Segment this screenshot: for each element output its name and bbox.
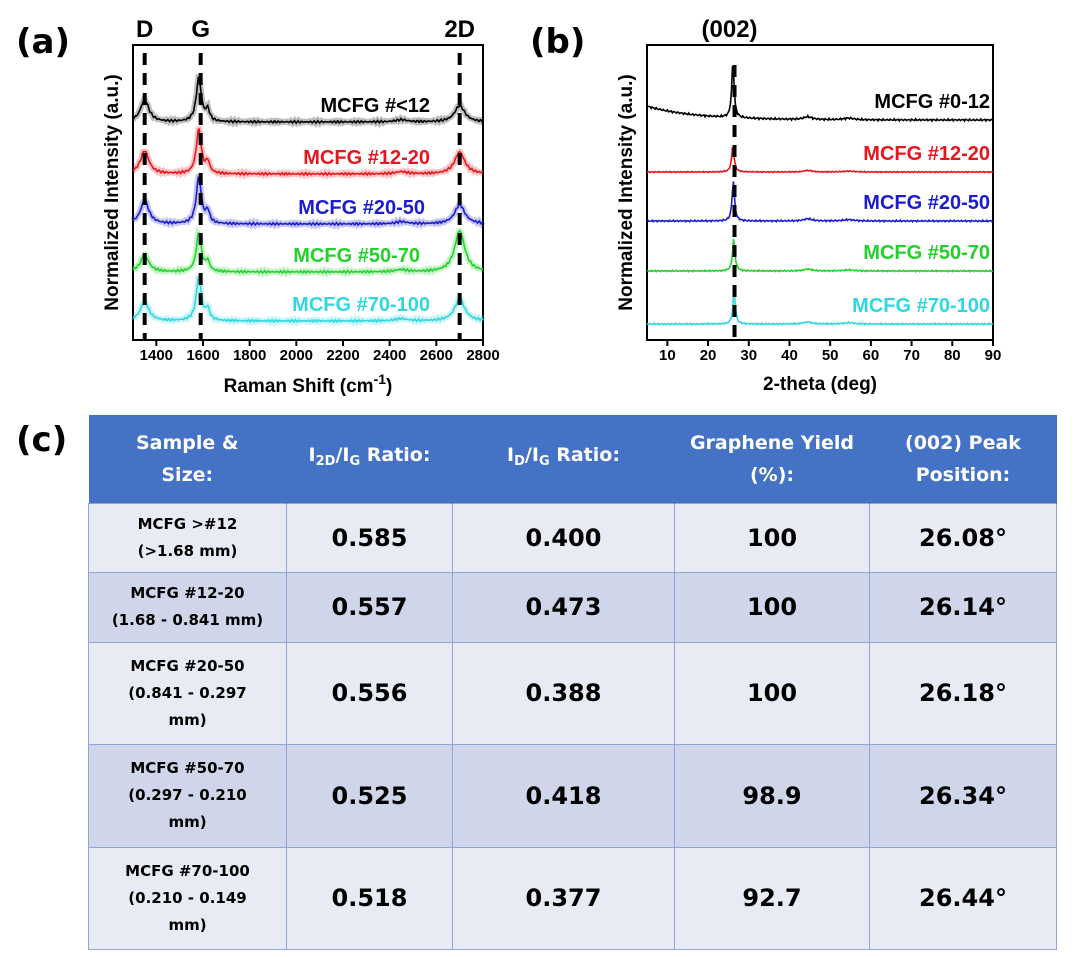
yield-cell: 100 <box>674 641 870 746</box>
table-row: MCFG >#12 (>1.68 mm) 0.585 0.400 100 26.0… <box>88 502 1057 574</box>
raman-x-axis-title-sup: -1 <box>374 371 387 387</box>
raman-series-label: MCFG #20-50 <box>298 197 425 219</box>
raman-peak-label: D <box>136 16 153 43</box>
header-sample: Sample & Size: <box>88 415 287 503</box>
sample-cell: MCFG #50-70 (0.297 - 0.210 mm) <box>88 744 287 848</box>
id-ig-cell: 0.400 <box>452 502 675 574</box>
xrd-x-axis-title: 2-theta (deg) <box>763 374 877 395</box>
raman-series-line <box>132 229 484 275</box>
i2d-ig-cell: 0.556 <box>286 641 453 746</box>
raman-series-line <box>132 76 484 125</box>
i2d-ig-cell: 0.525 <box>286 744 453 848</box>
raman-x-tick-label: 2800 <box>466 347 499 364</box>
table-row: MCFG #20-50 (0.841 - 0.297 mm) 0.556 0.388… <box>88 641 1057 746</box>
i2d-ig-cell: 0.557 <box>286 572 453 643</box>
raman-x-axis-title-end: ) <box>386 376 392 397</box>
xrd-x-tick-label: 30 <box>740 347 757 364</box>
raman-x-tick-label: 1400 <box>140 347 173 364</box>
raman-series-line <box>132 275 484 324</box>
i2d-ig-cell: 0.518 <box>286 846 453 950</box>
xrd-series-line <box>646 291 994 327</box>
xrd-series-line <box>646 146 994 174</box>
xrd-x-tick-label: 80 <box>944 347 961 364</box>
header-peak-position: (002) Peak Position: <box>869 415 1057 503</box>
panel-label-b: (b) <box>530 22 586 62</box>
sample-cell: MCFG #20-50 (0.841 - 0.297 mm) <box>88 641 287 746</box>
xrd-series-label: MCFG #50-70 <box>863 242 990 264</box>
xrd-series-label: MCFG #12-20 <box>863 143 990 165</box>
panel-label-a: (a) <box>16 22 71 62</box>
table-row: MCFG #50-70 (0.297 - 0.210 mm) 0.525 0.418… <box>88 744 1057 848</box>
id-ig-cell: 0.473 <box>452 572 675 643</box>
header-i2d-ig: I2D/IG Ratio: <box>286 415 453 503</box>
raman-x-tick-label: 1600 <box>186 347 219 364</box>
header-id-ig: ID/IG Ratio: <box>452 415 675 503</box>
raman-chart: MCFG #<12 MCFG #12-20 MCFG #20-50 MCFG #50-… <box>102 16 500 397</box>
peak-cell: 26.08° <box>869 502 1057 574</box>
raman-x-axis-title: Raman Shift (cm-1) <box>224 371 393 397</box>
sample-cell: MCFG >#12 (>1.68 mm) <box>88 502 287 574</box>
raman-series-label: MCFG #<12 <box>321 95 430 117</box>
header-yield: Graphene Yield (%): <box>674 415 870 503</box>
sample-cell: MCFG #70-100 (0.210 - 0.149 mm) <box>88 846 287 950</box>
raman-plot-frame <box>132 44 484 341</box>
raman-series-line <box>132 176 484 227</box>
yield-cell: 92.7 <box>674 846 870 950</box>
xrd-x-tick-label: 50 <box>822 347 839 364</box>
raman-y-axis-title: Normalized Intensity (a.u.) <box>102 74 123 310</box>
id-ig-cell: 0.418 <box>452 744 675 848</box>
id-ig-cell: 0.388 <box>452 641 675 746</box>
table-row: MCFG #70-100 (0.210 - 0.149 mm) 0.518 0.37… <box>88 846 1057 950</box>
xrd-series-line <box>646 238 994 273</box>
raman-series-line <box>132 128 484 177</box>
yield-cell: 100 <box>674 572 870 643</box>
raman-x-axis-title-main: Raman Shift (cm <box>224 376 374 397</box>
peak-cell: 26.34° <box>869 744 1057 848</box>
raman-peak-label: G <box>191 16 210 43</box>
xrd-series-label: MCFG #70-100 <box>852 295 990 317</box>
results-table: Sample & Size: I2D/IG Ratio: ID/IG Ratio:… <box>88 415 1057 950</box>
raman-series-label: MCFG #12-20 <box>303 147 430 169</box>
raman-series-label: MCFG #50-70 <box>293 245 420 267</box>
id-ig-cell: 0.377 <box>452 846 675 950</box>
xrd-series-line <box>646 66 994 123</box>
peak-cell: 26.18° <box>869 641 1057 746</box>
yield-cell: 100 <box>674 502 870 574</box>
raman-x-tick-label: 2000 <box>280 347 313 364</box>
raman-x-tick-label: 2400 <box>373 347 406 364</box>
xrd-series-label: MCFG #20-50 <box>863 192 990 214</box>
panel-label-c: (c) <box>16 420 68 460</box>
xrd-peak-label: (002) <box>702 16 758 43</box>
raman-x-tick-label: 2600 <box>420 347 453 364</box>
xrd-plot-frame <box>646 44 994 341</box>
xrd-chart: MCFG #0-12 MCFG #12-20 MCFG #20-50 MCFG #50… <box>616 16 1002 395</box>
i2d-ig-cell: 0.585 <box>286 502 453 574</box>
raman-series-label: MCFG #70-100 <box>292 294 430 316</box>
raman-peak-label: 2D <box>444 16 475 43</box>
xrd-y-axis-title: Normalized Intensity (a.u.) <box>616 74 637 310</box>
xrd-series-line <box>646 181 994 224</box>
xrd-x-tick-label: 10 <box>659 347 676 364</box>
table-row: MCFG #12-20 (1.68 - 0.841 mm) 0.557 0.473… <box>88 572 1057 643</box>
raman-x-tick-label: 2200 <box>326 347 359 364</box>
peak-cell: 26.14° <box>869 572 1057 643</box>
xrd-x-tick-label: 40 <box>781 347 798 364</box>
xrd-x-tick-label: 60 <box>863 347 880 364</box>
xrd-series-label: MCFG #0-12 <box>874 91 990 113</box>
peak-cell: 26.44° <box>869 846 1057 950</box>
yield-cell: 98.9 <box>674 744 870 848</box>
raman-x-tick-label: 1800 <box>233 347 266 364</box>
sample-cell: MCFG #12-20 (1.68 - 0.841 mm) <box>88 572 287 643</box>
xrd-x-tick-label: 90 <box>985 347 1002 364</box>
xrd-x-tick-label: 70 <box>903 347 920 364</box>
xrd-x-tick-label: 20 <box>700 347 717 364</box>
